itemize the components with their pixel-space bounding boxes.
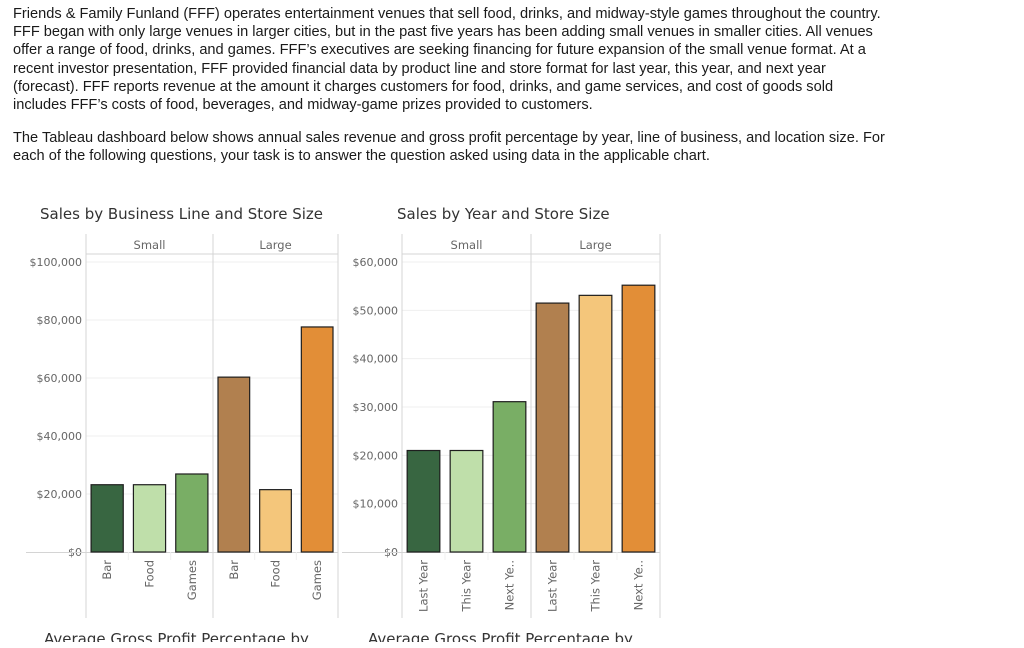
panel-header-small: Small bbox=[451, 238, 483, 252]
paragraph-2-line: each of the following questions, your ta… bbox=[13, 148, 710, 165]
x-tick-label: Next Ye.. bbox=[632, 560, 646, 610]
bar-small-bar bbox=[90, 484, 124, 553]
y-tick-label: $30,000 bbox=[353, 401, 399, 414]
paragraph-1-line: includes FFF’s costs of food, beverages,… bbox=[13, 97, 593, 114]
paragraph-2-line: The Tableau dashboard below shows annual… bbox=[13, 130, 885, 146]
paragraph-1-line: offer a range of food, drinks, and games… bbox=[13, 42, 866, 59]
x-tick-label: Next Ye.. bbox=[503, 560, 517, 610]
bar-small-food bbox=[132, 484, 167, 553]
chart-3-title-partial: Average Gross Profit Percentage by bbox=[44, 630, 309, 642]
y-tick-label: $20,000 bbox=[37, 488, 83, 501]
paragraph-1-line: recent investor presentation, FFF provid… bbox=[13, 60, 826, 77]
intro-paragraph-1: Friends & Family Funland (FFF) operates … bbox=[13, 5, 1003, 114]
chart-4-title-partial: Average Gross Profit Percentage by bbox=[368, 630, 633, 642]
bar-small-last-year bbox=[406, 449, 441, 553]
bar-large-this-year bbox=[578, 294, 613, 553]
chart-1-title: Sales by Business Line and Store Size bbox=[40, 205, 323, 223]
x-tick-label: Bar bbox=[227, 560, 241, 580]
panel-header-small: Small bbox=[134, 238, 166, 252]
panel-header-large: Large bbox=[579, 238, 611, 252]
bar-large-last-year bbox=[535, 302, 570, 553]
bar-small-games bbox=[175, 473, 209, 553]
paragraph-1-line: Friends & Family Funland (FFF) operates … bbox=[13, 6, 881, 22]
intro-paragraph-2: The Tableau dashboard below shows annual… bbox=[13, 129, 1003, 165]
bar-large-next-ye- bbox=[621, 284, 656, 553]
y-tick-label: $40,000 bbox=[353, 353, 399, 366]
x-tick-label: Food bbox=[269, 560, 283, 588]
bar-small-next-ye- bbox=[492, 401, 527, 553]
bar-large-games bbox=[300, 326, 334, 553]
y-tick-label: $60,000 bbox=[37, 372, 83, 385]
x-tick-label: Food bbox=[143, 560, 157, 588]
panel-header-large: Large bbox=[259, 238, 291, 252]
y-tick-label: $60,000 bbox=[353, 256, 399, 269]
bar-large-bar bbox=[217, 376, 251, 553]
x-tick-label: This Year bbox=[589, 560, 603, 613]
y-tick-label: $20,000 bbox=[353, 449, 399, 462]
y-tick-label: $50,000 bbox=[353, 304, 399, 317]
x-tick-label: Games bbox=[185, 560, 199, 600]
bar-large-food bbox=[259, 489, 292, 553]
y-tick-label: $100,000 bbox=[30, 256, 83, 269]
paragraph-1-line: FFF began with only large venues in larg… bbox=[13, 24, 873, 41]
x-tick-label: Games bbox=[310, 560, 324, 600]
y-tick-label: $40,000 bbox=[37, 430, 83, 443]
y-tick-label: $80,000 bbox=[37, 314, 83, 327]
y-tick-label: $10,000 bbox=[353, 498, 399, 511]
x-tick-label: Last Year bbox=[546, 560, 560, 612]
paragraph-1-line: (forecast). FFF reports revenue at the a… bbox=[13, 78, 834, 95]
chart-2-title: Sales by Year and Store Size bbox=[397, 205, 610, 223]
x-tick-label: Bar bbox=[100, 560, 114, 580]
x-tick-label: Last Year bbox=[417, 560, 431, 612]
x-tick-label: This Year bbox=[460, 560, 474, 613]
bar-small-this-year bbox=[449, 449, 484, 553]
